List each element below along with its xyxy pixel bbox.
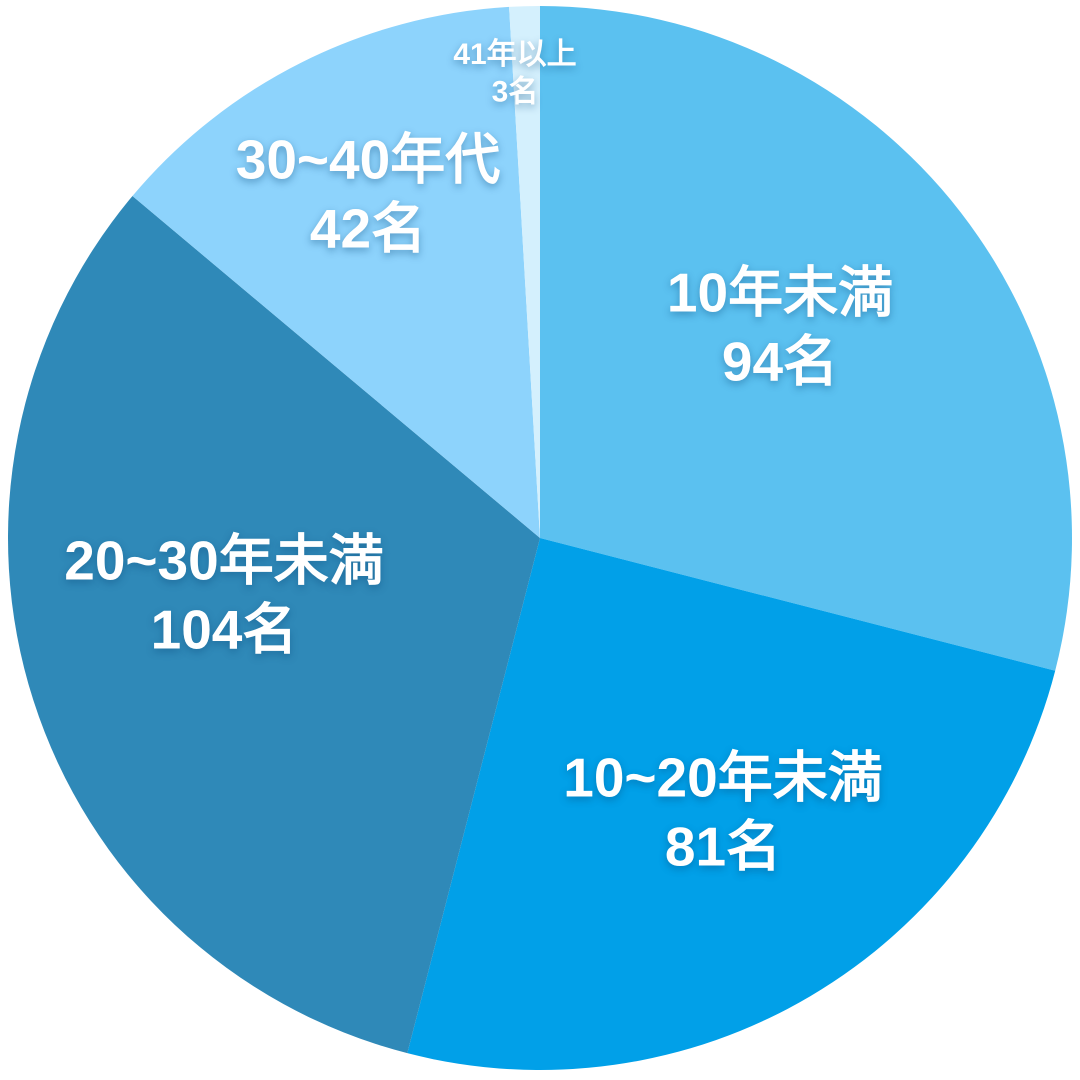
- pie-slice-over-41-years: [509, 6, 540, 538]
- slice-name-label-under-10-years: 10年未満: [667, 262, 893, 324]
- slice-name-label-20-30-years: 20~30年未満: [64, 530, 383, 592]
- pie-slice-under-10-years: [540, 6, 1072, 671]
- pie-slice-10-20-years: [407, 538, 1056, 1070]
- slice-name-label-over-41-years: 41年以上: [453, 38, 576, 71]
- slice-value-label-30-40-years: 42名: [310, 197, 426, 259]
- slice-value-label-under-10-years: 94名: [722, 330, 838, 392]
- slice-value-label-over-41-years: 3名: [492, 75, 539, 108]
- pie-slice-30-40-years: [132, 6, 540, 538]
- slice-name-label-30-40-years: 30~40年代: [236, 129, 500, 191]
- slice-value-label-20-30-years: 104名: [151, 598, 298, 660]
- pie-slice-20-30-years: [8, 196, 541, 1054]
- slice-name-label-10-20-years: 10~20年未満: [563, 747, 882, 809]
- slice-value-label-10-20-years: 81名: [665, 815, 781, 877]
